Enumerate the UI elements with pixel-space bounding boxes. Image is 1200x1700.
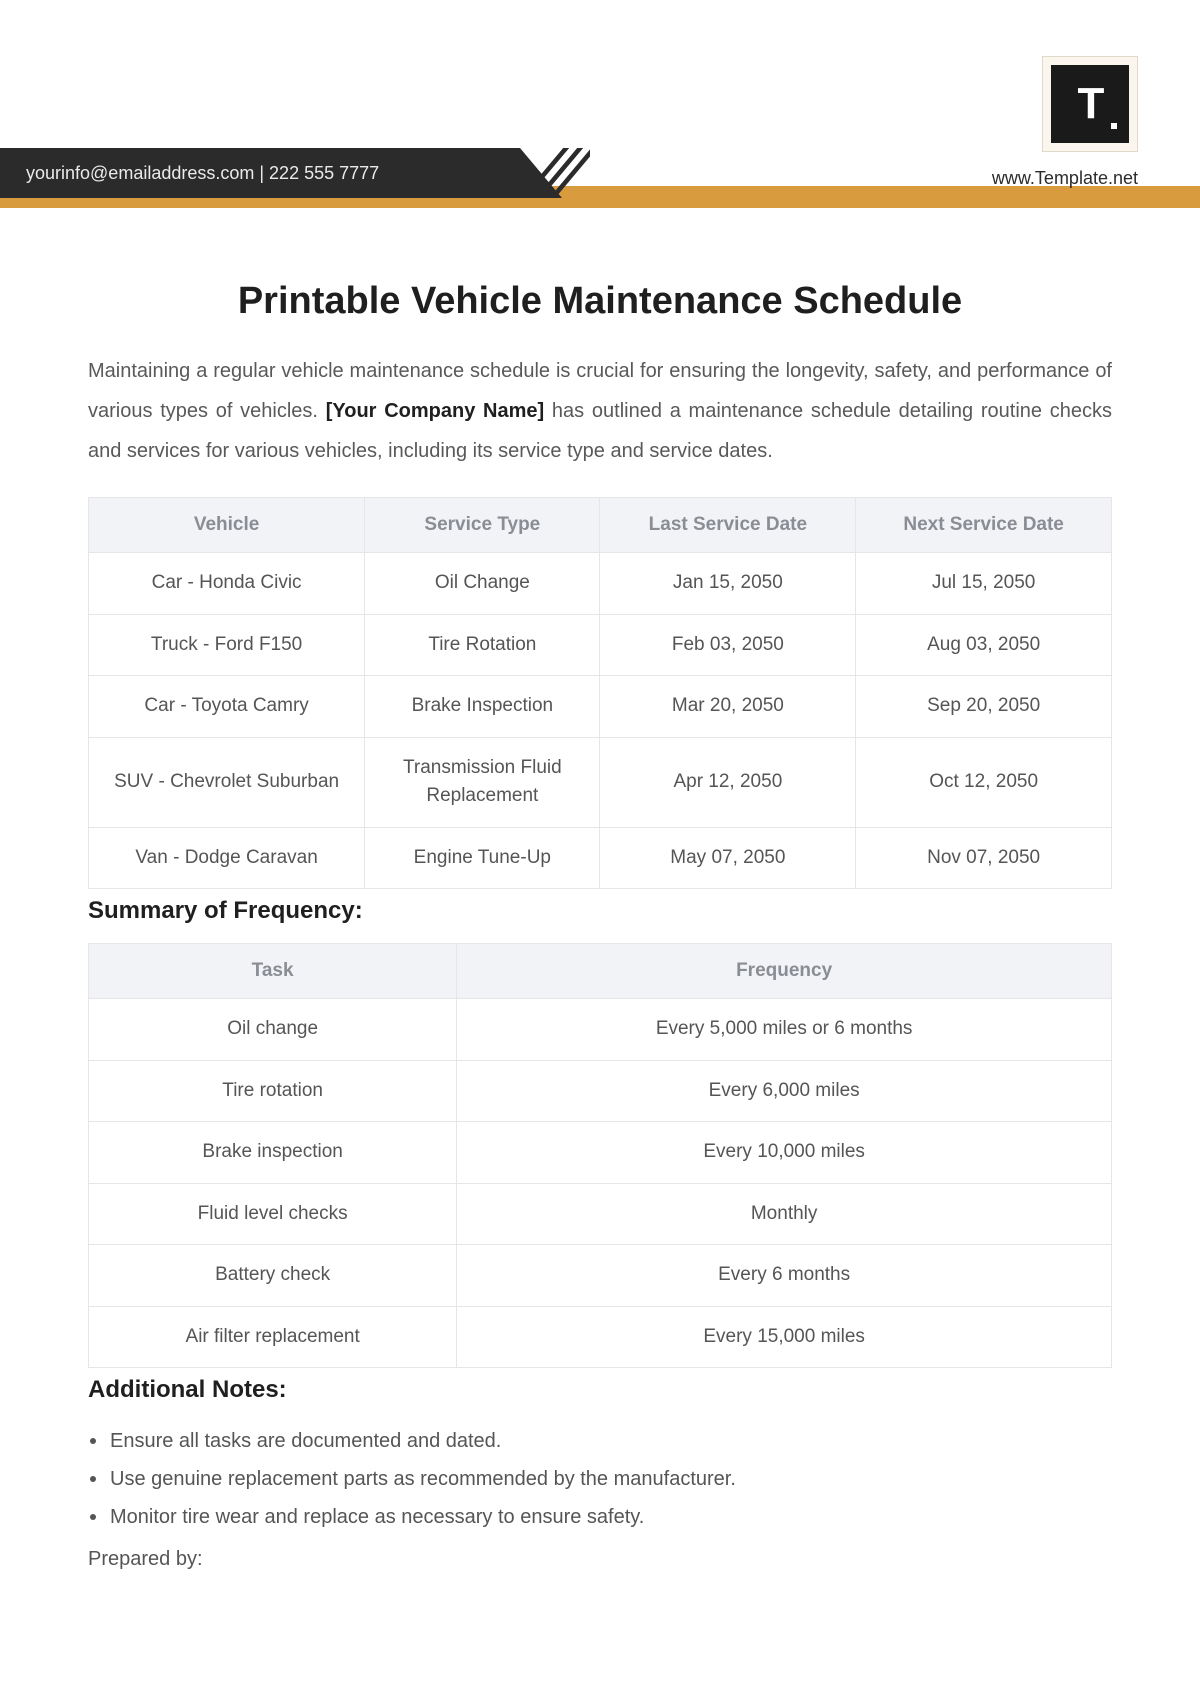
cell: Feb 03, 2050: [600, 614, 856, 676]
cell: Every 6,000 miles: [457, 1060, 1112, 1122]
cell: Car - Honda Civic: [89, 553, 365, 615]
contact-bar: yourinfo@emailaddress.com | 222 555 7777: [0, 148, 520, 198]
table-row: Car - Honda CivicOil ChangeJan 15, 2050J…: [89, 553, 1112, 615]
prepared-by-label: Prepared by:: [88, 1548, 1112, 1571]
table-row: Brake inspectionEvery 10,000 miles: [89, 1122, 1112, 1184]
col-task: Task: [89, 944, 457, 999]
cell: Truck - Ford F150: [89, 614, 365, 676]
cell: Oil Change: [365, 553, 600, 615]
cell: Van - Dodge Caravan: [89, 827, 365, 889]
table-row: Car - Toyota CamryBrake InspectionMar 20…: [89, 676, 1112, 738]
cell: Every 5,000 miles or 6 months: [457, 999, 1112, 1061]
col-next-date: Next Service Date: [856, 498, 1112, 553]
table-row: Air filter replacementEvery 15,000 miles: [89, 1306, 1112, 1368]
summary-heading: Summary of Frequency:: [88, 897, 1112, 925]
note-item: Monitor tire wear and replace as necessa…: [88, 1498, 1112, 1536]
cell: Mar 20, 2050: [600, 676, 856, 738]
cell: Tire rotation: [89, 1060, 457, 1122]
cell: Jan 15, 2050: [600, 553, 856, 615]
notes-list: Ensure all tasks are documented and date…: [88, 1422, 1112, 1536]
cell: Sep 20, 2050: [856, 676, 1112, 738]
table-row: Battery checkEvery 6 months: [89, 1245, 1112, 1307]
cell: Every 6 months: [457, 1245, 1112, 1307]
table-row: Tire rotationEvery 6,000 miles: [89, 1060, 1112, 1122]
cell: Fluid level checks: [89, 1183, 457, 1245]
document-content: Printable Vehicle Maintenance Schedule M…: [88, 280, 1112, 1571]
cell: Tire Rotation: [365, 614, 600, 676]
cell: Air filter replacement: [89, 1306, 457, 1368]
intro-paragraph: Maintaining a regular vehicle maintenanc…: [88, 351, 1112, 471]
cell: Monthly: [457, 1183, 1112, 1245]
frequency-table: Task Frequency Oil changeEvery 5,000 mil…: [88, 943, 1112, 1368]
decorative-stripes: [530, 148, 590, 198]
cell: Apr 12, 2050: [600, 737, 856, 827]
cell: Jul 15, 2050: [856, 553, 1112, 615]
col-last-date: Last Service Date: [600, 498, 856, 553]
cell: Car - Toyota Camry: [89, 676, 365, 738]
maintenance-table: Vehicle Service Type Last Service Date N…: [88, 497, 1112, 889]
page-title: Printable Vehicle Maintenance Schedule: [88, 280, 1112, 323]
site-url: www.Template.net: [992, 168, 1138, 189]
cell: Every 15,000 miles: [457, 1306, 1112, 1368]
notes-heading: Additional Notes:: [88, 1376, 1112, 1404]
contact-text: yourinfo@emailaddress.com | 222 555 7777: [26, 163, 379, 184]
cell: Aug 03, 2050: [856, 614, 1112, 676]
logo-mark: T: [1051, 65, 1129, 143]
table-row: Fluid level checksMonthly: [89, 1183, 1112, 1245]
cell: Oct 12, 2050: [856, 737, 1112, 827]
table-row: SUV - Chevrolet SuburbanTransmission Flu…: [89, 737, 1112, 827]
note-item: Use genuine replacement parts as recomme…: [88, 1460, 1112, 1498]
table-row: Van - Dodge CaravanEngine Tune-UpMay 07,…: [89, 827, 1112, 889]
cell: Engine Tune-Up: [365, 827, 600, 889]
cell: May 07, 2050: [600, 827, 856, 889]
col-service-type: Service Type: [365, 498, 600, 553]
cell: Battery check: [89, 1245, 457, 1307]
cell: Brake Inspection: [365, 676, 600, 738]
cell: Every 10,000 miles: [457, 1122, 1112, 1184]
table-row: Oil changeEvery 5,000 miles or 6 months: [89, 999, 1112, 1061]
table-header-row: Task Frequency: [89, 944, 1112, 999]
col-vehicle: Vehicle: [89, 498, 365, 553]
note-item: Ensure all tasks are documented and date…: [88, 1422, 1112, 1460]
table-header-row: Vehicle Service Type Last Service Date N…: [89, 498, 1112, 553]
col-frequency: Frequency: [457, 944, 1112, 999]
table-row: Truck - Ford F150Tire RotationFeb 03, 20…: [89, 614, 1112, 676]
cell: Transmission Fluid Replacement: [365, 737, 600, 827]
cell: SUV - Chevrolet Suburban: [89, 737, 365, 827]
brand-logo: T: [1042, 56, 1138, 152]
company-placeholder: [Your Company Name]: [326, 400, 544, 422]
cell: Nov 07, 2050: [856, 827, 1112, 889]
cell: Brake inspection: [89, 1122, 457, 1184]
cell: Oil change: [89, 999, 457, 1061]
